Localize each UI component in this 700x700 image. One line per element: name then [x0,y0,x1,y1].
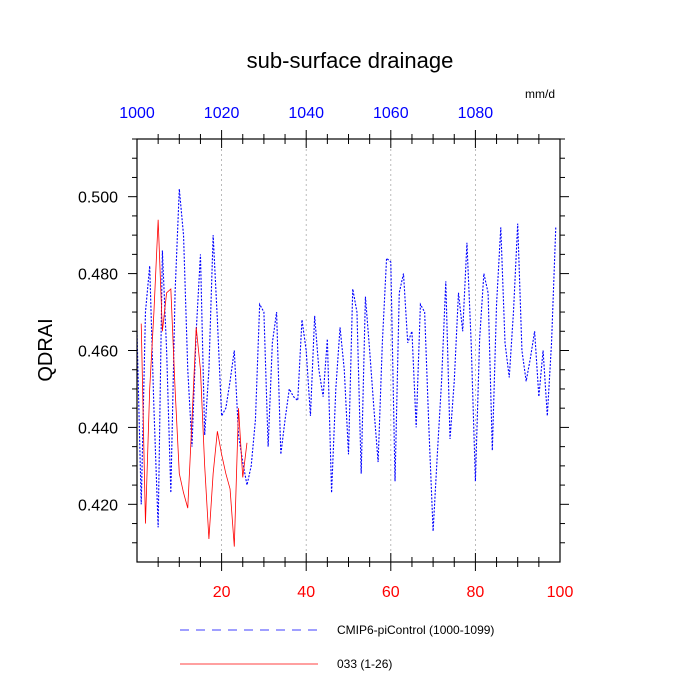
units-label: mm/d [525,87,555,101]
series-line-033 [140,219,248,547]
y-tick-label: 0.420 [78,497,118,514]
vertical-gridlines [221,139,476,562]
y-tick-label: 0.460 [78,344,118,361]
series-layer [136,188,557,547]
chart-title: sub-surface drainage [247,48,454,73]
top-tick-label: 1000 [119,105,155,122]
y-axis-label: QDRAI [35,318,57,381]
legend-label: CMIP6-piControl (1000-1099) [337,623,494,637]
top-tick-label: 1080 [458,105,494,122]
bottom-tick-label: 20 [213,584,231,601]
bottom-tick-label: 80 [467,584,485,601]
plot-frame [136,138,561,563]
top-tick-label: 1020 [204,105,240,122]
legend-entry: 033 (1-26) [180,657,392,671]
legend: CMIP6-piControl (1000-1099) 033 (1-26) [180,623,494,671]
y-tick-label: 0.480 [78,267,118,284]
legend-entry: CMIP6-piControl (1000-1099) [180,623,494,637]
y-tick-label: 0.440 [78,420,118,437]
bottom-tick-label: 60 [382,584,400,601]
bottom-tick-label: 100 [547,584,574,601]
y-tick-label: 0.500 [78,190,118,207]
top-tick-label: 1060 [373,105,409,122]
right-axis-ticks [560,138,569,544]
bottom-x-axis: 20 40 60 80 100 [157,553,574,601]
top-x-axis: 1000 1020 1040 1060 1080 [119,105,540,148]
legend-label: 033 (1-26) [337,657,392,671]
top-tick-label: 1040 [288,105,324,122]
bottom-tick-label: 40 [297,584,315,601]
y-axis: 0.420 0.440 0.460 0.480 0.500 [78,138,137,544]
series-line-piControl [136,188,557,532]
